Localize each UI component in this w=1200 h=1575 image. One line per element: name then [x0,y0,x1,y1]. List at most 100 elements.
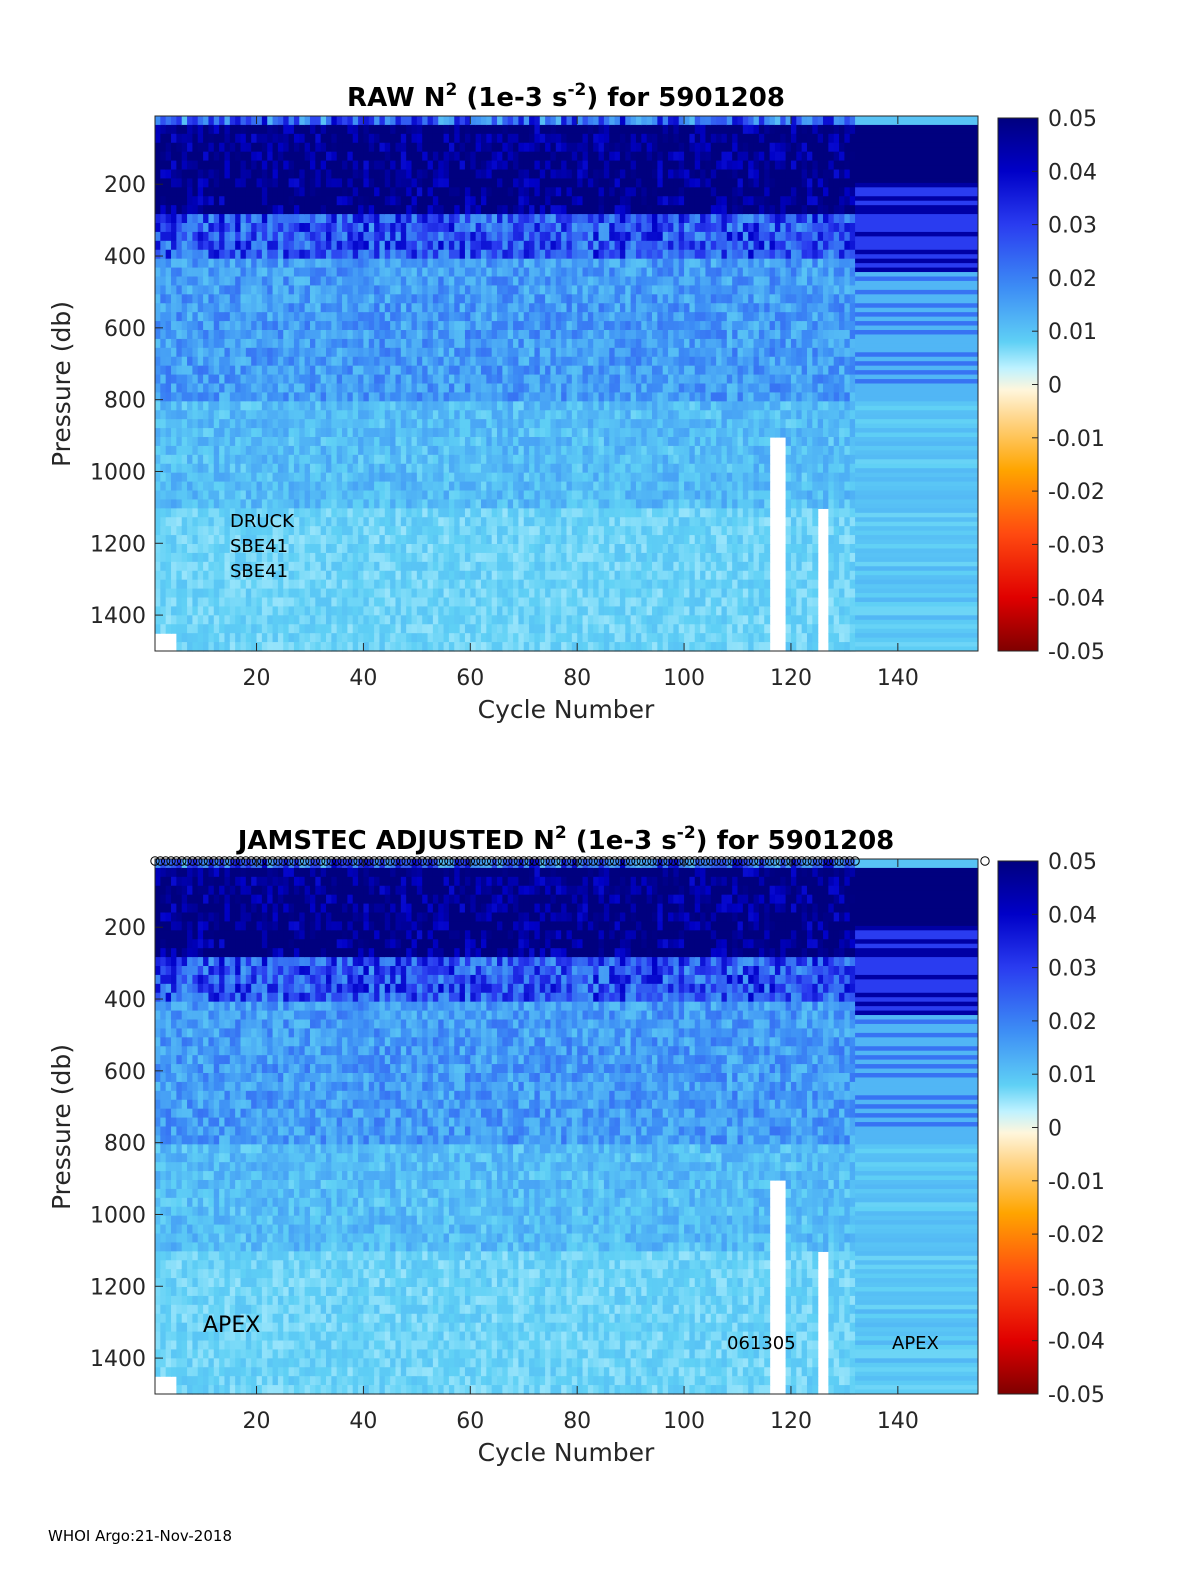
heatmap-cell [534,490,541,501]
heatmap-cell [299,499,306,509]
heatmap-cell [529,570,536,581]
heatmap-cell [293,312,300,322]
heatmap-cell [235,196,242,206]
heatmap-cell [400,258,407,269]
heatmap-cell [331,178,338,188]
heatmap-cell [363,445,370,456]
heatmap-cell [598,276,605,287]
heatmap-cell [283,517,290,527]
heatmap-cell [577,187,584,197]
heatmap-cell [566,116,573,126]
heatmap-cell [539,517,546,527]
heatmap-cell [171,116,177,126]
heatmap-cell [358,116,365,126]
heatmap-cell [475,454,482,465]
heatmap-cell [160,428,167,438]
heatmap-cell [235,499,242,509]
heatmap-cell [390,615,397,625]
heatmap-cell [256,160,263,171]
heatmap-cell [229,579,236,590]
heatmap-cell [502,526,509,536]
heatmap-cell [545,223,552,233]
heatmap-cell [518,374,525,385]
heatmap-cell [315,124,322,135]
heatmap-cell [566,160,573,171]
heatmap-cell [497,437,503,447]
heatmap-cell [245,633,252,643]
heatmap-cell [181,552,188,563]
heatmap-cell [390,624,397,634]
heatmap-cell [480,124,487,135]
heatmap-cell [384,338,391,349]
heatmap-cell [523,133,530,144]
heatmap-cell [181,231,188,242]
heatmap-cell [502,294,509,304]
heatmap-cell [165,312,172,322]
heatmap-cell [539,401,546,411]
heatmap-cell [561,116,568,126]
heatmap-cell [582,392,589,402]
heatmap-cell [213,223,220,233]
heatmap-cell [203,214,210,224]
heatmap-cell [427,597,434,608]
heatmap-cell [598,249,605,260]
heatmap-cell [192,490,199,501]
heatmap-cell [529,508,536,518]
heatmap-cell [160,472,167,483]
heatmap-cell [368,321,375,331]
heatmap-cell [502,454,509,465]
heatmap-cell [470,338,477,349]
heatmap-cell [160,624,167,634]
heatmap-cell [326,588,332,599]
heatmap-cell [213,214,220,224]
heatmap-cell [304,463,311,474]
heatmap-cell [448,330,455,340]
heatmap-cell [219,223,226,233]
heatmap-cell [251,374,258,385]
heatmap-cell [283,535,290,545]
heatmap-cell [358,240,365,251]
heatmap-cell [438,205,445,215]
heatmap-cell [155,258,161,269]
heatmap-cell [529,196,536,206]
heatmap-cell [245,321,252,331]
heatmap-cell [229,570,236,581]
heatmap-cell [203,223,210,233]
heatmap-cell [165,223,172,233]
heatmap-cell [315,169,322,180]
heatmap-cell [502,276,509,287]
heatmap-cell [379,196,386,206]
heatmap-cell [203,338,210,349]
heatmap-cell [582,249,589,260]
heatmap-cell [245,356,252,367]
heatmap-cell [245,445,252,456]
heatmap-cell [229,374,236,385]
heatmap-cell [427,231,434,242]
heatmap-cell [245,294,252,304]
heatmap-cell [326,428,332,438]
heatmap-cell [203,231,210,242]
heatmap-cell [283,276,290,287]
heatmap-cell [192,178,199,188]
heatmap-cell [203,133,210,144]
heatmap-cell [181,437,188,447]
heatmap-cell [219,330,226,340]
heatmap-cell [358,374,365,385]
heatmap-cell [171,472,177,483]
heatmap-cell [293,642,300,652]
heatmap-cell [427,205,434,215]
heatmap-cell [251,267,258,278]
heatmap-cell [245,383,252,394]
heatmap-cell [197,383,204,394]
heatmap-cell [288,338,295,349]
heatmap-cell [347,383,354,394]
heatmap-cell [539,276,546,287]
heatmap-cell [390,642,397,652]
heatmap-cell [277,116,284,126]
heatmap-cell [587,535,594,545]
heatmap-cell [459,508,466,518]
heatmap-cell [155,410,161,420]
heatmap-cell [486,178,493,188]
heatmap-cell [165,570,172,581]
heatmap-cell [470,285,477,295]
